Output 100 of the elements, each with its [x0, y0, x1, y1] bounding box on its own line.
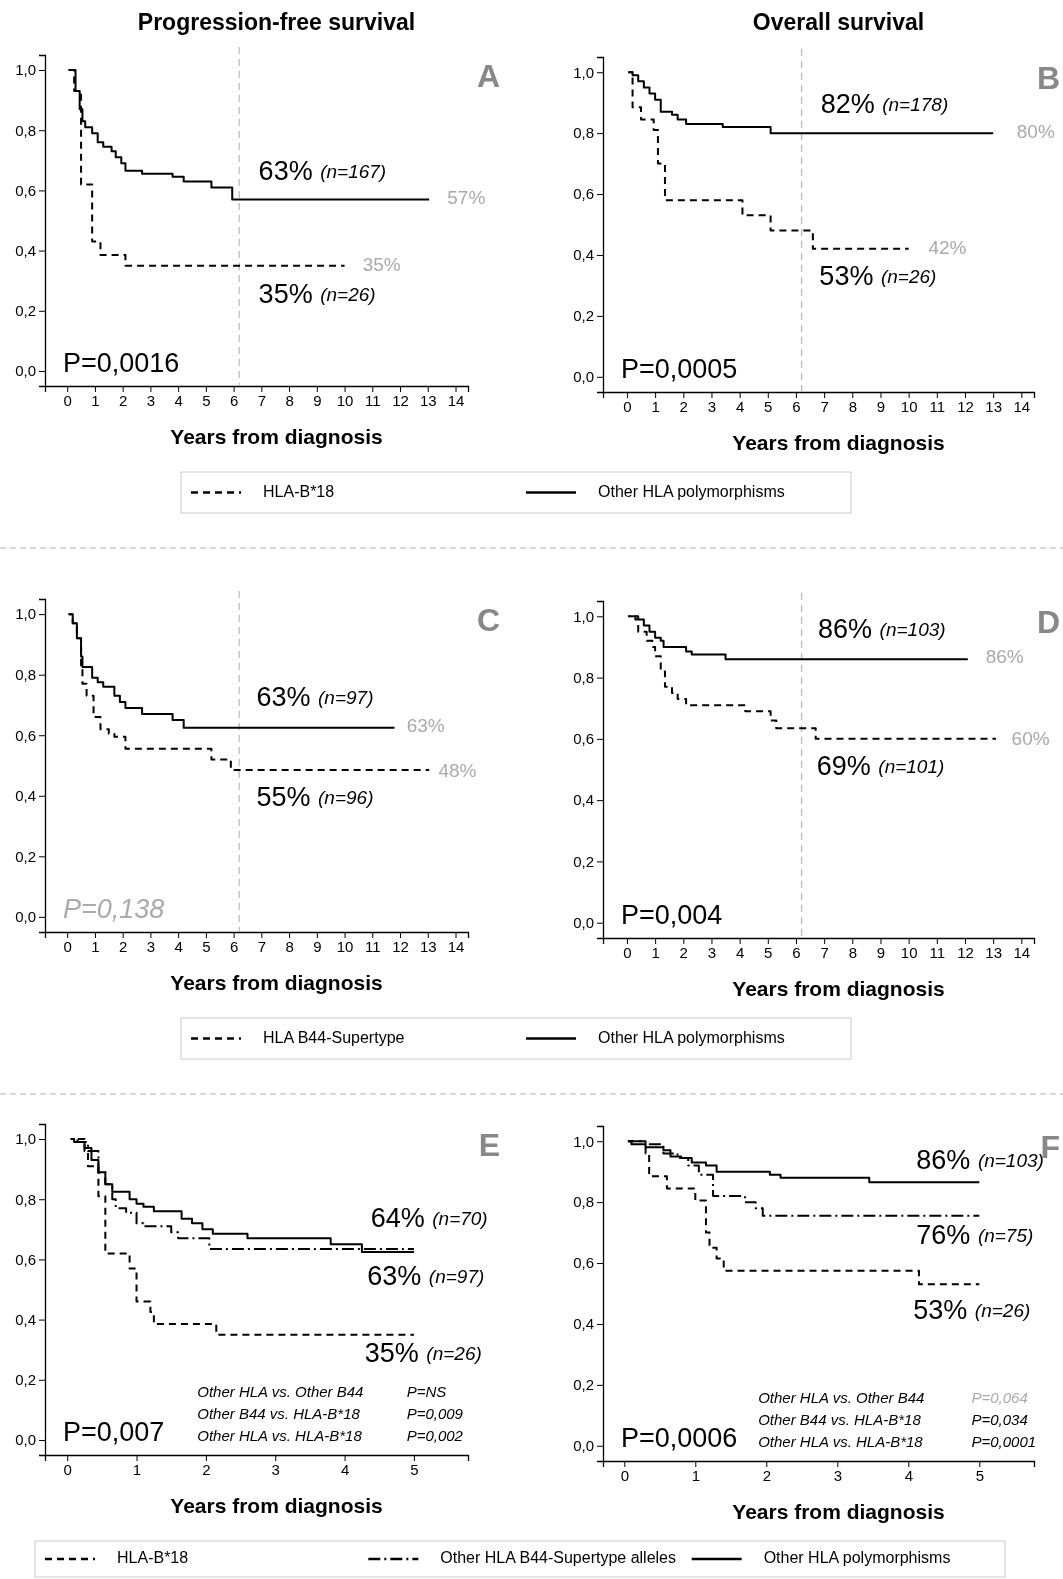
- annotation: P=0,002: [406, 1427, 464, 1444]
- x-tick-label: 4: [735, 397, 745, 415]
- annotation: P=0,007: [63, 1417, 165, 1447]
- legend-label: HLA-B*18: [117, 1549, 189, 1567]
- x-axis-title: Years from diagnosis: [732, 1500, 945, 1523]
- x-tick-label: 12: [957, 397, 974, 415]
- x-tick-label: 7: [257, 391, 267, 409]
- x-tick-label: 13: [985, 397, 1002, 415]
- y-tick-label: 0,2: [573, 1376, 594, 1394]
- legend-label: Other HLA polymorphisms: [763, 1549, 951, 1567]
- x-tick-label: 0: [63, 391, 72, 409]
- y-tick-label: 0,6: [573, 730, 594, 748]
- y-tick-label: 0,8: [15, 665, 36, 683]
- x-tick-label: 2: [762, 1466, 771, 1484]
- x-axis-title: Years from diagnosis: [732, 977, 945, 1000]
- x-tick-label: 3: [146, 391, 156, 409]
- y-tick-label: 0,4: [573, 246, 594, 264]
- annotation: 35% (n=26): [258, 278, 376, 309]
- y-tick-label: 0,6: [15, 726, 36, 744]
- x-tick-label: 11: [929, 943, 946, 961]
- y-tick-label: 0,8: [573, 124, 594, 142]
- x-tick-label: 1: [651, 943, 660, 961]
- x-tick-label: 4: [735, 943, 745, 961]
- y-tick-label: 0,4: [573, 1315, 594, 1333]
- legend-label: Other HLA polymorphisms: [598, 482, 785, 500]
- annotation: P=0,009: [406, 1405, 464, 1422]
- x-axis-title: Years from diagnosis: [170, 1494, 383, 1517]
- y-tick-label: 1,0: [15, 61, 36, 79]
- x-tick-label: 3: [707, 397, 717, 415]
- x-tick-label: 1: [132, 1460, 142, 1478]
- annotation: 57%: [447, 187, 486, 209]
- annotation: 63% (n=97): [256, 682, 374, 713]
- x-tick-label: 10: [900, 943, 918, 961]
- x-tick-label: 10: [900, 397, 918, 415]
- x-tick-label: 9: [876, 943, 886, 961]
- x-axis-title: Years from diagnosis: [170, 971, 383, 994]
- annotation: 55% (n=96): [256, 781, 374, 812]
- y-tick-label: 0,4: [15, 1310, 36, 1328]
- y-tick-label: 0,6: [573, 1254, 594, 1272]
- x-tick-label: 14: [447, 391, 465, 409]
- annotation: 53% (n=26): [913, 1295, 1031, 1326]
- x-tick-label: 13: [419, 937, 437, 955]
- x-tick-label: 1: [651, 397, 660, 415]
- y-tick-label: 0,0: [573, 368, 594, 386]
- annotation: P=0,034: [971, 1411, 1028, 1428]
- y-tick-label: 0,4: [573, 791, 594, 809]
- y-tick-label: 1,0: [573, 63, 594, 81]
- x-tick-label: 3: [146, 937, 156, 955]
- annotation: 86%: [985, 645, 1024, 667]
- x-tick-label: 13: [985, 943, 1002, 961]
- legend-label: HLA-B*18: [263, 482, 335, 500]
- x-tick-label: 10: [336, 937, 354, 955]
- x-axis-title: Years from diagnosis: [732, 431, 945, 454]
- y-tick-label: 0,8: [573, 668, 594, 686]
- x-tick-label: 4: [340, 1460, 350, 1478]
- x-tick-label: 5: [764, 943, 773, 961]
- legend-label: HLA B44-Supertype: [263, 1028, 405, 1046]
- x-tick-label: 3: [271, 1460, 280, 1478]
- y-tick-label: 0,0: [15, 362, 36, 380]
- y-tick-label: 0,6: [573, 185, 594, 203]
- x-tick-label: 3: [707, 943, 717, 961]
- x-tick-label: 7: [820, 943, 829, 961]
- x-tick-label: 5: [410, 1460, 419, 1478]
- y-tick-label: 1,0: [15, 1130, 36, 1148]
- x-tick-label: 8: [285, 937, 294, 955]
- annotation: Other HLA vs. HLA-B*18: [197, 1427, 363, 1444]
- x-axis-title: Years from diagnosis: [170, 425, 383, 448]
- y-tick-label: 0,8: [573, 1193, 594, 1211]
- x-tick-label: 4: [174, 391, 183, 409]
- annotation: 35% (n=26): [364, 1338, 482, 1369]
- annotation: 86% (n=103): [818, 613, 946, 644]
- annotation: 63% (n=97): [367, 1261, 485, 1292]
- x-tick-label: 13: [419, 391, 437, 409]
- x-tick-label: 12: [957, 943, 974, 961]
- x-tick-label: 7: [257, 937, 267, 955]
- y-tick-label: 0,8: [15, 121, 36, 139]
- x-tick-label: 9: [876, 397, 886, 415]
- x-tick-label: 12: [392, 391, 409, 409]
- x-tick-label: 8: [848, 943, 857, 961]
- annotation: 64% (n=70): [370, 1202, 488, 1233]
- annotation: P=0,0006: [621, 1423, 738, 1453]
- y-tick-label: 0,8: [15, 1190, 36, 1208]
- x-tick-label: 6: [792, 397, 801, 415]
- annotation: P=0,064: [971, 1389, 1028, 1406]
- x-tick-label: 0: [623, 397, 632, 415]
- x-tick-label: 2: [118, 937, 128, 955]
- annotation: 48%: [438, 759, 477, 781]
- chart-title: Overall survival: [752, 9, 925, 35]
- annotation: P=0,138: [63, 894, 165, 924]
- y-tick-label: 0,4: [15, 787, 36, 805]
- annotation: 53% (n=26): [819, 260, 937, 291]
- y-tick-label: 0,0: [573, 913, 594, 931]
- x-tick-label: 5: [202, 391, 211, 409]
- x-tick-label: 5: [975, 1466, 984, 1484]
- y-tick-label: 0,2: [15, 1371, 36, 1389]
- x-tick-label: 1: [91, 937, 100, 955]
- annotation: 42%: [928, 236, 967, 258]
- annotation: 76% (n=75): [916, 1220, 1034, 1251]
- x-tick-label: 6: [792, 943, 801, 961]
- x-tick-label: 5: [202, 937, 211, 955]
